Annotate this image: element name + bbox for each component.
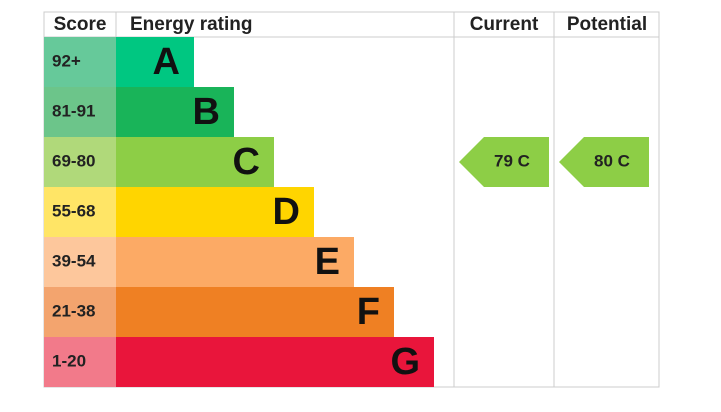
score-cell [44, 37, 116, 87]
header-potential: Potential [567, 14, 647, 35]
score-label: 39-54 [52, 251, 96, 270]
rating-bar [116, 37, 194, 87]
potential-arrow [559, 137, 649, 187]
rating-letter: D [273, 191, 300, 233]
score-cell [44, 337, 116, 387]
rating-letter: C [233, 141, 260, 183]
header-current: Current [470, 14, 539, 35]
rating-bar [116, 137, 274, 187]
rating-bar [116, 287, 394, 337]
current-label: 79 C [494, 151, 530, 170]
score-cell [44, 237, 116, 287]
score-label: 1-20 [52, 351, 86, 370]
potential-label: 80 C [594, 151, 630, 170]
score-label: 55-68 [52, 201, 95, 220]
score-cell [44, 87, 116, 137]
header-score: Score [54, 14, 107, 35]
rating-bar [116, 87, 234, 137]
score-cell [44, 137, 116, 187]
bands: 92+ A 81-91 B 69-80 C 55-68 D 39-54 E 21-38 F 1-20 G [44, 37, 434, 387]
current-arrow [459, 137, 549, 187]
rating-bar [116, 337, 434, 387]
rating-letter: A [153, 41, 180, 83]
score-cell [44, 287, 116, 337]
rating-letter: B [193, 91, 220, 133]
score-label: 92+ [52, 51, 81, 70]
rating-letter: E [315, 241, 340, 283]
rating-bar [116, 237, 354, 287]
score-label: 69-80 [52, 151, 95, 170]
score-label: 81-91 [52, 101, 95, 120]
header-rating: Energy rating [130, 14, 252, 35]
score-label: 21-38 [52, 301, 95, 320]
score-cell [44, 187, 116, 237]
rating-letter: F [357, 291, 380, 333]
rating-letter: G [390, 341, 420, 383]
rating-bar [116, 187, 314, 237]
